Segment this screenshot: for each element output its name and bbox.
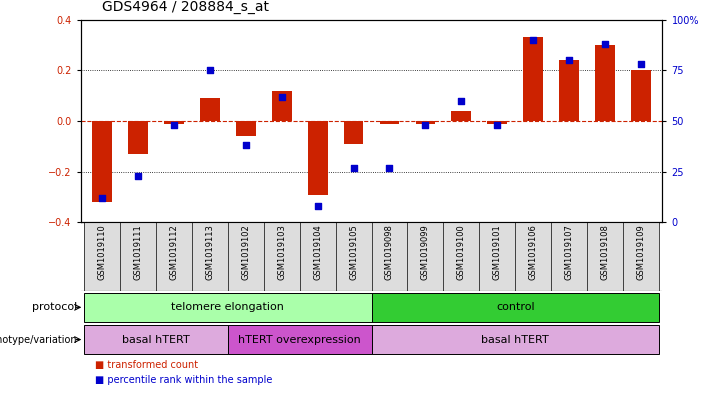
- Bar: [523, 37, 543, 121]
- Point: [420, 122, 431, 128]
- Bar: [407, 222, 443, 291]
- Point: [204, 67, 215, 73]
- Bar: [380, 121, 400, 123]
- Text: GSM1019111: GSM1019111: [134, 224, 142, 280]
- Text: GSM1019107: GSM1019107: [564, 224, 573, 280]
- Text: basal hTERT: basal hTERT: [122, 334, 190, 345]
- Text: GSM1019109: GSM1019109: [637, 224, 646, 280]
- Text: basal hTERT: basal hTERT: [482, 334, 549, 345]
- Bar: [228, 222, 264, 291]
- Text: protocol: protocol: [32, 302, 77, 312]
- Point: [348, 165, 359, 171]
- Point: [635, 61, 646, 68]
- Point: [240, 142, 252, 149]
- Bar: [93, 121, 112, 202]
- Text: GSM1019105: GSM1019105: [349, 224, 358, 280]
- Bar: [343, 121, 363, 144]
- Bar: [156, 222, 192, 291]
- Point: [384, 165, 395, 171]
- Bar: [587, 222, 623, 291]
- Bar: [228, 325, 372, 354]
- Bar: [272, 91, 292, 121]
- Point: [564, 57, 575, 63]
- Bar: [416, 121, 435, 123]
- Bar: [372, 325, 659, 354]
- Text: ■ transformed count: ■ transformed count: [95, 360, 198, 369]
- Bar: [451, 111, 471, 121]
- Text: GSM1019106: GSM1019106: [529, 224, 538, 280]
- Text: GSM1019099: GSM1019099: [421, 224, 430, 280]
- Bar: [164, 121, 184, 123]
- Bar: [623, 222, 659, 291]
- Bar: [551, 222, 587, 291]
- Text: GSM1019108: GSM1019108: [601, 224, 609, 280]
- Text: GSM1019100: GSM1019100: [457, 224, 466, 280]
- Point: [491, 122, 503, 128]
- Text: telomere elongation: telomere elongation: [172, 302, 285, 312]
- Point: [528, 37, 539, 43]
- Text: hTERT overexpression: hTERT overexpression: [238, 334, 361, 345]
- Point: [456, 97, 467, 104]
- Text: GSM1019103: GSM1019103: [277, 224, 286, 280]
- Point: [276, 94, 287, 100]
- Bar: [487, 121, 507, 123]
- Text: GSM1019101: GSM1019101: [493, 224, 502, 280]
- Bar: [84, 293, 372, 322]
- Bar: [595, 45, 615, 121]
- Bar: [372, 222, 407, 291]
- Point: [168, 122, 179, 128]
- Text: GSM1019112: GSM1019112: [170, 224, 179, 280]
- Text: GDS4964 / 208884_s_at: GDS4964 / 208884_s_at: [102, 0, 268, 14]
- Bar: [236, 121, 256, 136]
- Bar: [479, 222, 515, 291]
- Text: GSM1019110: GSM1019110: [97, 224, 107, 280]
- Text: GSM1019102: GSM1019102: [241, 224, 250, 280]
- Bar: [336, 222, 372, 291]
- Point: [97, 195, 108, 201]
- Point: [312, 203, 323, 209]
- Bar: [120, 222, 156, 291]
- Bar: [128, 121, 148, 154]
- Bar: [192, 222, 228, 291]
- Bar: [200, 98, 220, 121]
- Bar: [308, 121, 327, 195]
- Text: control: control: [496, 302, 534, 312]
- Text: GSM1019113: GSM1019113: [205, 224, 215, 280]
- Bar: [84, 222, 120, 291]
- Text: GSM1019098: GSM1019098: [385, 224, 394, 280]
- Bar: [631, 70, 651, 121]
- Bar: [559, 60, 579, 121]
- Point: [599, 41, 611, 47]
- Text: genotype/variation: genotype/variation: [0, 334, 77, 345]
- Bar: [300, 222, 336, 291]
- Bar: [84, 325, 228, 354]
- Point: [132, 173, 144, 179]
- Bar: [372, 293, 659, 322]
- Bar: [264, 222, 300, 291]
- Bar: [443, 222, 479, 291]
- Text: ■ percentile rank within the sample: ■ percentile rank within the sample: [95, 375, 272, 384]
- Text: GSM1019104: GSM1019104: [313, 224, 322, 280]
- Bar: [515, 222, 551, 291]
